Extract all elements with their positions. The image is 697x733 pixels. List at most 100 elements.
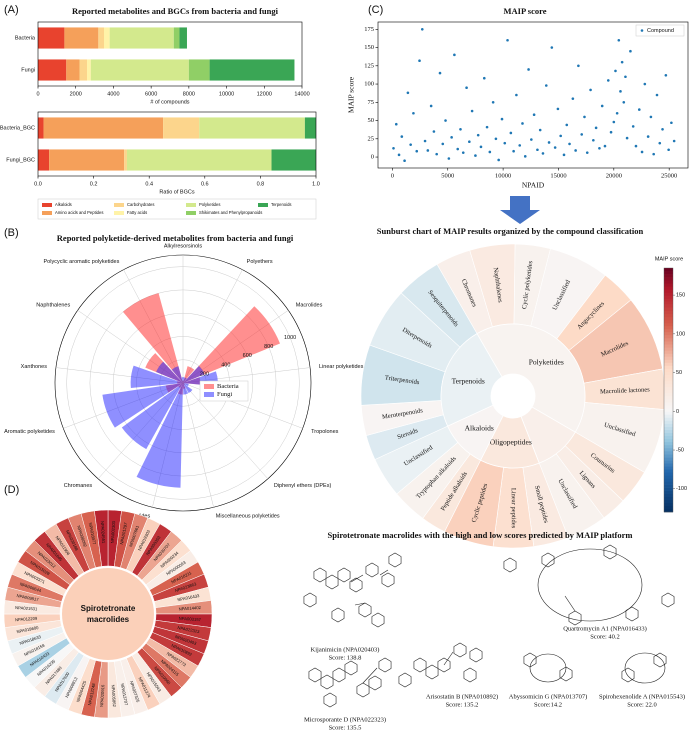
category-label: Naphthalenes <box>36 303 70 309</box>
colorbar-step <box>664 447 673 452</box>
structure-bond <box>379 569 389 576</box>
colorbar-step <box>664 329 673 333</box>
category-label: Polyethers <box>247 259 273 265</box>
compounds-title: Spirotetronate macrolides with the high … <box>328 530 633 540</box>
x-tick-label: 0.8 <box>257 181 265 187</box>
ring-label: NPA001297 <box>119 521 128 544</box>
polar-bar <box>183 365 205 383</box>
legend-frame <box>635 24 685 37</box>
x-tick-label: 5000 <box>441 172 454 179</box>
point <box>565 123 569 127</box>
structure-ring <box>568 610 582 626</box>
colorbar-step <box>664 319 673 324</box>
colorbar-step <box>664 414 673 418</box>
y-tick-label: Fungi <box>21 67 35 73</box>
structure-ring <box>653 652 667 668</box>
structure-ring <box>503 557 517 573</box>
colorbar-step <box>664 499 673 504</box>
colorbar-step <box>664 505 673 510</box>
colorbar-step <box>664 298 673 302</box>
colorbar-step <box>664 362 673 366</box>
legend-swatch <box>114 211 124 215</box>
legend-label: Fungi <box>217 391 232 398</box>
colorbar-tick-label: 150 <box>676 293 685 299</box>
point <box>589 88 592 92</box>
colorbar-step <box>664 435 673 440</box>
structure-macrocycle <box>537 548 643 622</box>
spoke <box>182 382 214 508</box>
chart-title: Reported polyketide-derived metabolites … <box>57 233 294 243</box>
point <box>634 144 638 148</box>
compound-name: Abyssomicin G (NPA013707) <box>509 693 588 700</box>
x-axis-label: Ratio of BGCs <box>159 189 194 195</box>
ring-center-label: macrolides <box>87 615 130 624</box>
ring-label: NPA013707 <box>120 683 129 706</box>
structure-macrocycle <box>624 652 666 684</box>
legend-label: Terpenoids <box>271 202 292 207</box>
chart-title: MAIP score <box>503 6 546 16</box>
point <box>479 145 483 149</box>
point <box>547 141 551 144</box>
bar-segment <box>87 59 91 81</box>
structure-ring <box>358 602 372 618</box>
chart-title: Sunburst chart of MAIP results organized… <box>377 226 644 236</box>
colorbar-tick-label: -100 <box>676 486 687 492</box>
grid-circle <box>66 266 300 500</box>
point <box>476 133 480 137</box>
colorbar-step <box>664 469 673 473</box>
colorbar-step <box>664 286 673 290</box>
colorbar-step <box>664 441 673 446</box>
point <box>512 149 515 153</box>
colorbar-step <box>664 472 673 476</box>
structure-ring <box>559 666 573 682</box>
spoke <box>182 269 243 384</box>
point <box>562 153 566 157</box>
ring-label: NPA016433 <box>177 593 200 602</box>
point <box>577 64 580 68</box>
structure-ring <box>388 552 402 568</box>
ring-label: NPA022323 <box>177 625 200 634</box>
point <box>612 120 616 124</box>
colorbar-step <box>664 383 673 388</box>
legend-swatch <box>42 203 52 207</box>
colorbar-step <box>664 283 673 287</box>
ring-label: NPA014402 <box>179 605 202 611</box>
point <box>672 139 676 143</box>
point <box>617 38 621 42</box>
colorbar-step <box>664 377 673 382</box>
x-tick-label: 10000 <box>219 91 234 97</box>
colorbar-step <box>664 429 673 433</box>
point <box>622 101 626 104</box>
x-tick-label: 0 <box>36 91 39 97</box>
colorbar-step <box>664 475 673 479</box>
point <box>426 149 430 152</box>
colorbar-step <box>664 454 673 458</box>
point <box>568 142 571 146</box>
point <box>444 119 447 122</box>
legend-frame <box>37 198 317 220</box>
point <box>556 107 560 111</box>
compound-name: Kijanimicin (NPA020403) <box>311 646 380 653</box>
ring-label: NPA005862 <box>111 685 117 708</box>
structure-ring <box>425 664 439 680</box>
polar-bar <box>121 383 183 450</box>
point <box>544 84 548 87</box>
point <box>661 128 664 131</box>
x-tick-label: 20000 <box>606 172 622 179</box>
compound-score: Score: 22.0 <box>627 701 657 708</box>
colorbar-step <box>664 393 673 397</box>
x-tick-label: 2000 <box>70 91 82 97</box>
x-axis-label: # of compounds <box>150 99 189 105</box>
point <box>474 154 477 157</box>
colorbar-step <box>664 313 673 318</box>
segment-label: Naphthalenes <box>492 267 504 303</box>
ring-label: NPA021531 <box>15 605 38 611</box>
colorbar-step <box>664 487 673 491</box>
point <box>643 82 647 86</box>
colorbar-step <box>664 277 673 281</box>
y-tick-label: 50 <box>368 117 375 124</box>
point <box>420 28 424 31</box>
category-label: Chromanes <box>64 483 93 489</box>
bar-segment <box>38 149 50 171</box>
compound-score: Score: 135.2 <box>446 701 479 708</box>
